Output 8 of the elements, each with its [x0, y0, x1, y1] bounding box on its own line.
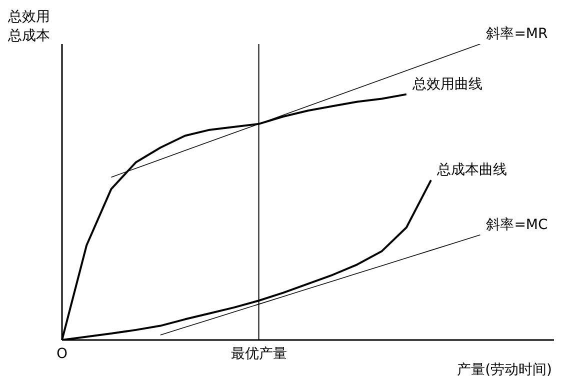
x-tick-label: O — [56, 346, 68, 362]
x-axis-title: 产量(劳动时间) — [457, 362, 552, 378]
series-label: 斜率=MC — [486, 216, 548, 233]
series-label: 总成本曲线 — [436, 162, 507, 178]
series-label: 斜率=MR — [486, 26, 548, 42]
x-tick-label: 最优产量 — [230, 346, 287, 362]
y-axis-title: 总效用总成本 — [8, 8, 51, 46]
series-label: 总效用曲线 — [411, 76, 482, 92]
